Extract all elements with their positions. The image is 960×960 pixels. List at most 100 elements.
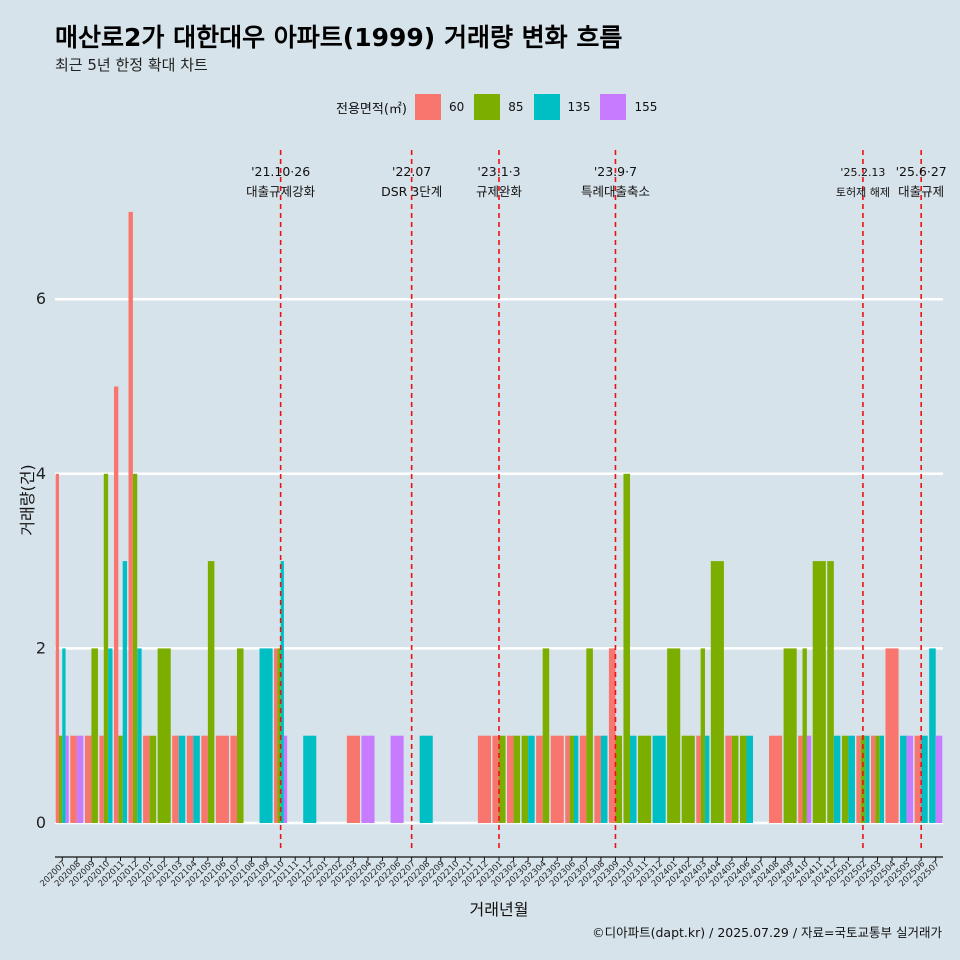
bar-155-202008	[76, 735, 84, 823]
event-date-label: '23.9·7	[594, 164, 637, 179]
bar-155-202206	[390, 735, 404, 823]
event-date-label: '25.2.13	[840, 166, 885, 179]
bar-60-202212	[477, 735, 491, 823]
bar-135-202110	[280, 561, 284, 823]
bar-135-202104	[193, 735, 200, 823]
legend-item-85: 85	[474, 94, 524, 120]
legend-swatch-155	[600, 94, 627, 120]
bar-85-202310	[623, 473, 631, 823]
bar-85-202012	[132, 473, 138, 823]
bar-135-202303	[528, 735, 535, 823]
bar-60-202305	[550, 735, 564, 823]
bar-85-202311	[638, 735, 652, 823]
bar-60-202105	[201, 735, 208, 823]
x-axis-title: 거래년월	[470, 900, 529, 919]
legend-item-135: 135	[533, 94, 591, 120]
bar-135-202507	[929, 648, 936, 823]
bar-60-202302	[507, 735, 514, 823]
legend-label-85: 85	[508, 100, 524, 114]
legend-item-155: 155	[600, 94, 657, 120]
source-caption: ©디아파트(dapt.kr) / 2025.07.29 / 자료=국토교통부 실…	[592, 925, 942, 940]
bar-60-202110	[274, 648, 278, 823]
bar-60-202502	[856, 735, 861, 823]
legend-label-60: 60	[448, 100, 465, 114]
bar-135-202112	[303, 735, 317, 823]
bar-85-202501	[841, 735, 849, 823]
bar-60-202012	[128, 211, 133, 823]
bar-60-202011	[113, 386, 119, 823]
legend-swatch-85	[474, 94, 501, 120]
bar-135-202306	[573, 735, 579, 823]
bar-85-202307	[586, 648, 593, 823]
bar-135-202312	[652, 735, 666, 823]
bar-85-202409	[783, 648, 797, 823]
bar-135-202503	[879, 735, 885, 823]
y-tick-label: 6	[36, 289, 46, 308]
event-name-label: 대출규제강화	[246, 184, 316, 199]
bar-85-202401	[667, 648, 681, 823]
bar-85-202101	[149, 735, 157, 823]
legend-swatch-135	[533, 94, 560, 120]
bar-60-202101	[143, 735, 150, 823]
bar-135-202109	[259, 648, 273, 823]
bar-135-202007	[62, 648, 66, 823]
bar-85-202107	[236, 648, 244, 823]
bar-135-202208	[419, 735, 433, 823]
bar-60-202504	[885, 648, 899, 823]
bar-85-202011	[118, 735, 123, 823]
event-date-label: '21.10·26	[251, 164, 310, 179]
bar-60-202104	[186, 735, 194, 823]
bar-85-202405	[731, 735, 739, 823]
bar-135-202502	[865, 735, 870, 823]
y-tick-label: 2	[36, 638, 46, 657]
bar-60-202106	[215, 735, 229, 823]
bar-60-202010	[99, 735, 104, 823]
chart-subtitle: 최근 5년 한정 확대 차트	[55, 56, 208, 74]
bar-135-202501	[848, 735, 855, 823]
bar-60-202007	[55, 473, 60, 823]
bar-85-202412	[827, 561, 834, 823]
y-tick-label: 4	[36, 464, 46, 483]
bar-85-202010	[103, 473, 109, 823]
bar-85-202007	[59, 735, 63, 823]
bar-85-202302	[513, 735, 521, 823]
bar-155-202505	[906, 735, 914, 823]
bar-60-202410	[798, 735, 803, 823]
bar-85-202410	[802, 648, 807, 823]
bar-85-202105	[207, 561, 215, 823]
bar-60-202408	[769, 735, 783, 823]
bar-85-202404	[710, 561, 724, 823]
legend-label-155: 155	[634, 100, 658, 114]
bar-85-202406	[739, 735, 747, 823]
bar-85-202503	[875, 735, 880, 823]
bar-155-202410	[806, 735, 812, 823]
bar-60-202306	[565, 735, 570, 823]
legend: 전용면적(㎡) 60 85 135 155	[336, 93, 667, 121]
bar-60-202307	[579, 735, 587, 823]
bar-85-202110	[277, 648, 281, 823]
bar-85-202301	[499, 735, 506, 823]
event-date-label: '25.6·27	[896, 164, 947, 179]
bar-60-202009	[84, 735, 92, 823]
bar-155-202007	[65, 735, 69, 823]
bar-135-202310	[630, 735, 637, 823]
bar-85-202309	[615, 735, 623, 823]
legend-swatch-60	[414, 94, 441, 120]
bar-135-202412	[833, 735, 841, 823]
bar-155-202507	[935, 735, 943, 823]
event-name-label: 토허제 해제	[836, 185, 890, 199]
legend-label-135: 135	[567, 100, 591, 114]
bar-135-202403	[704, 735, 710, 823]
bar-85-202303	[521, 735, 529, 823]
bar-135-202103	[178, 735, 186, 823]
bar-60-202304	[536, 735, 543, 823]
bar-60-202203	[346, 735, 360, 823]
bar-135-202011	[122, 561, 128, 823]
bar-85-202403	[700, 648, 705, 823]
bar-135-202010	[108, 648, 113, 823]
bar-85-202502	[860, 735, 866, 823]
bar-85-202402	[681, 735, 695, 823]
bar-85-202102	[157, 648, 171, 823]
bar-60-202301	[492, 735, 499, 823]
